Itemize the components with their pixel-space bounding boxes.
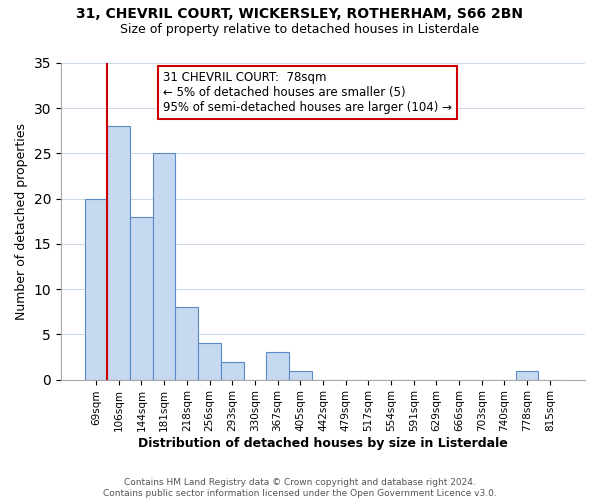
Text: 31 CHEVRIL COURT:  78sqm
← 5% of detached houses are smaller (5)
95% of semi-det: 31 CHEVRIL COURT: 78sqm ← 5% of detached… xyxy=(163,71,452,114)
Bar xyxy=(85,198,107,380)
Bar xyxy=(153,154,175,380)
Text: 31, CHEVRIL COURT, WICKERSLEY, ROTHERHAM, S66 2BN: 31, CHEVRIL COURT, WICKERSLEY, ROTHERHAM… xyxy=(77,8,523,22)
Text: Size of property relative to detached houses in Listerdale: Size of property relative to detached ho… xyxy=(121,22,479,36)
Bar xyxy=(221,362,244,380)
Y-axis label: Number of detached properties: Number of detached properties xyxy=(15,123,28,320)
Bar xyxy=(516,370,538,380)
Bar xyxy=(289,370,311,380)
Bar xyxy=(107,126,130,380)
Bar xyxy=(266,352,289,380)
Text: Contains HM Land Registry data © Crown copyright and database right 2024.
Contai: Contains HM Land Registry data © Crown c… xyxy=(103,478,497,498)
Bar xyxy=(130,217,153,380)
Bar xyxy=(198,344,221,380)
X-axis label: Distribution of detached houses by size in Listerdale: Distribution of detached houses by size … xyxy=(138,437,508,450)
Bar xyxy=(175,307,198,380)
